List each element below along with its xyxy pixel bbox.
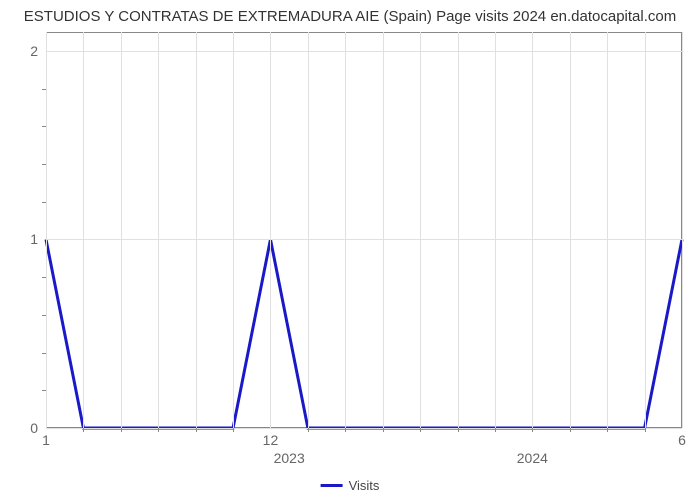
- grid-line-vertical: [420, 32, 421, 428]
- legend-label: Visits: [349, 478, 380, 493]
- grid-line-vertical: [682, 32, 683, 428]
- x-minor-tick: [458, 428, 459, 432]
- x-minor-tick: [233, 428, 234, 432]
- y-minor-tick: [42, 164, 46, 165]
- legend: Visits: [321, 478, 380, 493]
- y-minor-tick: [42, 126, 46, 127]
- grid-line-vertical: [495, 32, 496, 428]
- plot-area: 012112620232024: [46, 32, 682, 428]
- x-minor-tick: [607, 428, 608, 432]
- grid-line-vertical: [532, 32, 533, 428]
- chart-title: ESTUDIOS Y CONTRATAS DE EXTREMADURA AIE …: [0, 0, 700, 25]
- x-minor-tick: [308, 428, 309, 432]
- y-tick-label: 1: [30, 231, 46, 247]
- grid-line-vertical: [158, 32, 159, 428]
- grid-line-horizontal: [46, 428, 682, 429]
- grid-line-vertical: [345, 32, 346, 428]
- legend-swatch: [321, 484, 343, 487]
- x-minor-tick: [121, 428, 122, 432]
- x-minor-tick: [158, 428, 159, 432]
- grid-line-vertical: [46, 32, 47, 428]
- y-minor-tick: [42, 277, 46, 278]
- grid-line-vertical: [196, 32, 197, 428]
- y-minor-tick: [42, 353, 46, 354]
- y-minor-tick: [42, 390, 46, 391]
- x-minor-tick: [495, 428, 496, 432]
- x-minor-tick: [383, 428, 384, 432]
- grid-line-vertical: [83, 32, 84, 428]
- x-tick-label: 6: [678, 428, 686, 448]
- visits-line: [46, 32, 682, 428]
- grid-line-vertical: [383, 32, 384, 428]
- y-minor-tick: [42, 315, 46, 316]
- grid-line-horizontal: [46, 51, 682, 52]
- chart-container: { "title": { "text": "ESTUDIOS Y CONTRAT…: [0, 0, 700, 500]
- grid-line-horizontal: [46, 239, 682, 240]
- grid-line-vertical: [607, 32, 608, 428]
- x-minor-tick: [570, 428, 571, 432]
- x-year-label: 2023: [274, 428, 305, 466]
- x-tick-label: 1: [42, 428, 50, 448]
- x-minor-tick: [420, 428, 421, 432]
- grid-line-vertical: [458, 32, 459, 428]
- x-year-label: 2024: [517, 428, 548, 466]
- y-minor-tick: [42, 89, 46, 90]
- x-minor-tick: [83, 428, 84, 432]
- x-minor-tick: [345, 428, 346, 432]
- x-minor-tick: [645, 428, 646, 432]
- grid-line-vertical: [645, 32, 646, 428]
- grid-line-vertical: [121, 32, 122, 428]
- x-minor-tick: [196, 428, 197, 432]
- y-tick-label: 2: [30, 43, 46, 59]
- grid-line-vertical: [270, 32, 271, 428]
- grid-line-vertical: [308, 32, 309, 428]
- grid-line-vertical: [570, 32, 571, 428]
- y-minor-tick: [42, 202, 46, 203]
- grid-line-vertical: [233, 32, 234, 428]
